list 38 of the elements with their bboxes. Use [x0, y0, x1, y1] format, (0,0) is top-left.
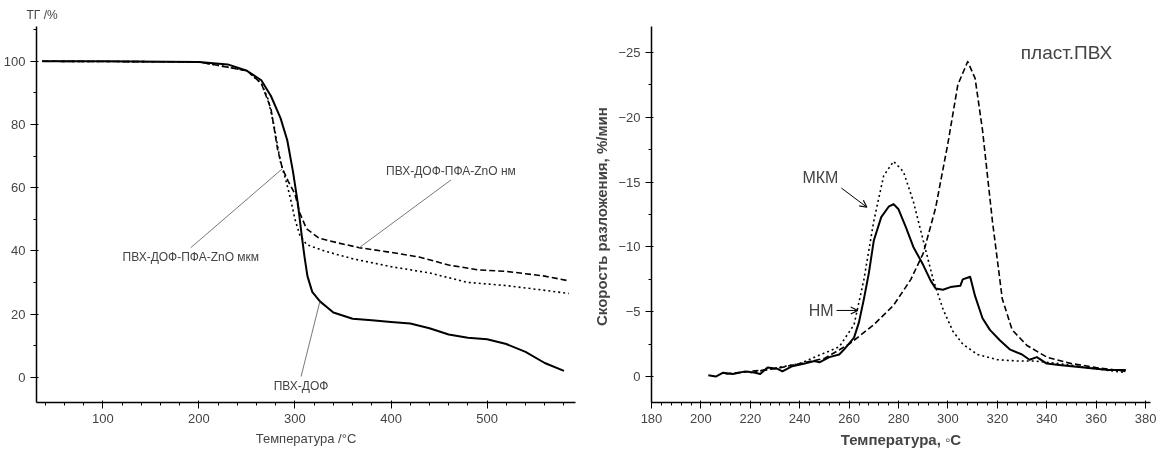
annotation: МКМ: [802, 169, 839, 187]
x-tick-label: 180: [640, 410, 663, 426]
y-tick-label: 40: [11, 243, 26, 259]
y-tick-label: 0: [633, 369, 641, 385]
y-tick-label: 80: [11, 116, 26, 132]
x-tick-label: 300: [284, 410, 306, 426]
annotation: пласт.ПВХ: [1020, 41, 1113, 63]
x-tick-label: 280: [887, 410, 910, 426]
x-axis-title: Температура /°C: [255, 430, 357, 446]
y-tick-label: −15: [618, 174, 641, 190]
y-axis-title: Скорость разложения, %/мин: [593, 107, 611, 326]
x-tick-label: 100: [91, 410, 114, 426]
x-tick-label: 380: [1134, 410, 1157, 426]
x-tick-label: 500: [476, 410, 498, 426]
y-tick-label: −25: [618, 44, 641, 60]
y-tick-label: 100: [3, 53, 26, 69]
x-tick-label: 360: [1085, 410, 1108, 426]
x-tick-label: 200: [188, 410, 210, 426]
y-tick-label: −20: [618, 109, 641, 125]
x-tick-label: 200: [690, 410, 712, 426]
y-tick-label: −5: [625, 304, 641, 320]
annotation: НМ: [808, 301, 834, 319]
x-tick-label: 260: [838, 410, 860, 426]
y-tick-label: −10: [618, 239, 641, 255]
annotation: ПВХ-ДОФ-ПФА-ZnO нм: [386, 164, 516, 178]
y-axis-title: ТГ /%: [26, 7, 58, 22]
y-tick-label: 20: [11, 306, 26, 322]
x-tick-label: 300: [937, 410, 959, 426]
y-tick-label: 60: [11, 180, 26, 196]
annotation: ПВХ-ДОФ-ПФА-ZnO мкм: [122, 249, 260, 264]
x-tick-label: 240: [788, 410, 811, 426]
x-tick-label: 320: [986, 410, 1009, 426]
y-tick-label: 0: [18, 369, 26, 385]
x-tick-label: 220: [739, 410, 762, 426]
annotation: ПВХ-ДОФ: [273, 378, 329, 393]
x-tick-label: 400: [380, 410, 402, 426]
x-axis-title: Температура, ◦C: [840, 430, 962, 448]
x-tick-label: 340: [1035, 410, 1058, 426]
